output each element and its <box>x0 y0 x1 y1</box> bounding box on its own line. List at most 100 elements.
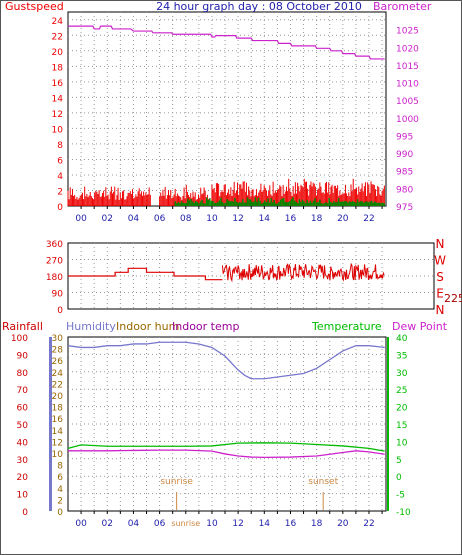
x-tick-label: 02 <box>102 214 113 224</box>
barometer-label: Barometer <box>373 0 432 13</box>
indoor-hum-tick-label: 10 <box>52 450 64 460</box>
compass-label: S <box>436 270 444 284</box>
x-tick-label: 00 <box>75 519 87 529</box>
compass-label: N <box>436 237 445 251</box>
direction-line <box>68 267 223 281</box>
temp-tick-label: 15 <box>396 421 407 431</box>
rain-axis-bar <box>49 337 52 511</box>
baro-tick-label: 1010 <box>396 80 419 90</box>
gust-tick-label: 4 <box>57 172 63 182</box>
indoor-hum-tick-label: 8 <box>57 462 63 472</box>
x-tick-label: 20 <box>337 214 349 224</box>
direction-tick-label: 90 <box>52 290 64 300</box>
x-tick-label: 22 <box>363 519 374 529</box>
baro-tick-label: 985 <box>396 168 413 178</box>
direction-current-label: 225 <box>444 292 462 305</box>
humidity-line <box>67 341 385 380</box>
indoor-hum-tick-label: 22 <box>52 380 63 390</box>
gust-tick-label: 18 <box>52 63 64 73</box>
gust-tick-label: 24 <box>52 17 64 27</box>
x-tick-label: 16 <box>285 214 297 224</box>
barometer-line <box>68 25 385 60</box>
direction-tick-label: 360 <box>46 240 63 250</box>
x-tick-label: 04 <box>128 519 140 529</box>
chart-title: 24 hour graph day : 08 October 2010 <box>156 0 362 13</box>
indoor-hum-tick-label: 18 <box>52 404 64 414</box>
indoor-hum-tick-label: 14 <box>52 427 64 437</box>
baro-tick-label: 1000 <box>396 115 419 125</box>
indoor-hum-tick-label: 12 <box>52 438 63 448</box>
temperature-line <box>67 442 385 452</box>
sunrise-label: sunrise <box>160 477 193 487</box>
rainfall-label: Rainfall <box>2 320 43 333</box>
x-tick-label: 20 <box>337 519 349 529</box>
x-tick-label: 12 <box>232 214 243 224</box>
x-tick-label: 06 <box>154 519 166 529</box>
temp-tick-label: 0 <box>396 473 402 483</box>
gust-tick-label: 10 <box>52 125 64 135</box>
gust-tick-label: 6 <box>57 156 63 166</box>
indoor-hum-tick-label: 2 <box>57 496 63 506</box>
temp-tick-label: 5 <box>396 456 402 466</box>
gust-tick-label: 2 <box>57 187 63 197</box>
baro-tick-label: 990 <box>396 150 413 160</box>
indoor-hum-tick-label: 30 <box>52 334 64 344</box>
rain-tick-label: 0 <box>22 508 28 518</box>
x-tick-label: 14 <box>259 214 271 224</box>
rain-tick-label: 30 <box>17 456 29 466</box>
rain-tick-label: 70 <box>17 386 29 396</box>
indoor-hum-tick-label: 0 <box>57 508 63 518</box>
temp-tick-label: 30 <box>396 369 408 379</box>
compass-label: W <box>434 254 446 268</box>
direction-noise-line <box>221 262 385 283</box>
rain-tick-label: 60 <box>17 404 29 414</box>
compass-label: N <box>436 303 445 317</box>
gust-tick-label: 16 <box>52 79 64 89</box>
x-tick-label: 04 <box>128 214 140 224</box>
indoor-hum-tick-label: 4 <box>57 485 63 495</box>
humidity-label: Humidity <box>66 320 116 333</box>
dew-point-label: Dew Point <box>392 320 448 333</box>
baro-tick-label: 1020 <box>396 44 419 54</box>
indoor-hum-tick-label: 28 <box>52 346 64 356</box>
x-tick-label: 14 <box>259 519 271 529</box>
indoor-hum-tick-label: 16 <box>52 415 64 425</box>
gust-tick-label: 20 <box>52 48 64 58</box>
compass-label: E <box>436 287 444 301</box>
temp-tick-label: 20 <box>396 404 408 414</box>
rain-tick-label: 100 <box>11 334 28 344</box>
rain-tick-label: 90 <box>17 351 29 361</box>
indoor-hum-tick-label: 26 <box>52 357 64 367</box>
x-tick-label: 18 <box>311 214 323 224</box>
x-tick-label: 10 <box>206 214 218 224</box>
x-tick-label: 08 <box>180 214 192 224</box>
x-tick-label: 12 <box>232 519 243 529</box>
gust-tick-label: 8 <box>57 141 63 151</box>
temp-tick-label: -10 <box>396 508 411 518</box>
temp-tick-label: 10 <box>396 438 408 448</box>
x-tick-label: 16 <box>285 519 297 529</box>
rain-tick-label: 10 <box>17 491 29 501</box>
x-tick-label: sunrise <box>171 519 200 528</box>
x-tick-label: 06 <box>154 214 166 224</box>
rain-tick-label: 20 <box>17 473 29 483</box>
temp-tick-label: 40 <box>396 334 408 344</box>
baro-tick-label: 995 <box>396 132 413 142</box>
dew-point-line <box>68 449 385 459</box>
direction-tick-label: 180 <box>46 273 63 283</box>
indoor-temp-label: Indoor temp <box>172 320 239 333</box>
gust-tick-label: 14 <box>52 94 64 104</box>
rain-tick-label: 40 <box>17 438 29 448</box>
x-tick-label: 10 <box>206 519 218 529</box>
baro-tick-label: 980 <box>396 185 413 195</box>
rain-tick-label: 80 <box>17 369 29 379</box>
gust-tick-label: 0 <box>57 203 63 213</box>
rain-tick-label: 50 <box>17 421 29 431</box>
baro-tick-label: 1005 <box>396 97 419 107</box>
x-tick-label: 02 <box>102 519 113 529</box>
temp-tick-label: -5 <box>396 491 405 501</box>
indoor-hum-tick-label: 20 <box>52 392 64 402</box>
baro-tick-label: 975 <box>396 203 413 213</box>
